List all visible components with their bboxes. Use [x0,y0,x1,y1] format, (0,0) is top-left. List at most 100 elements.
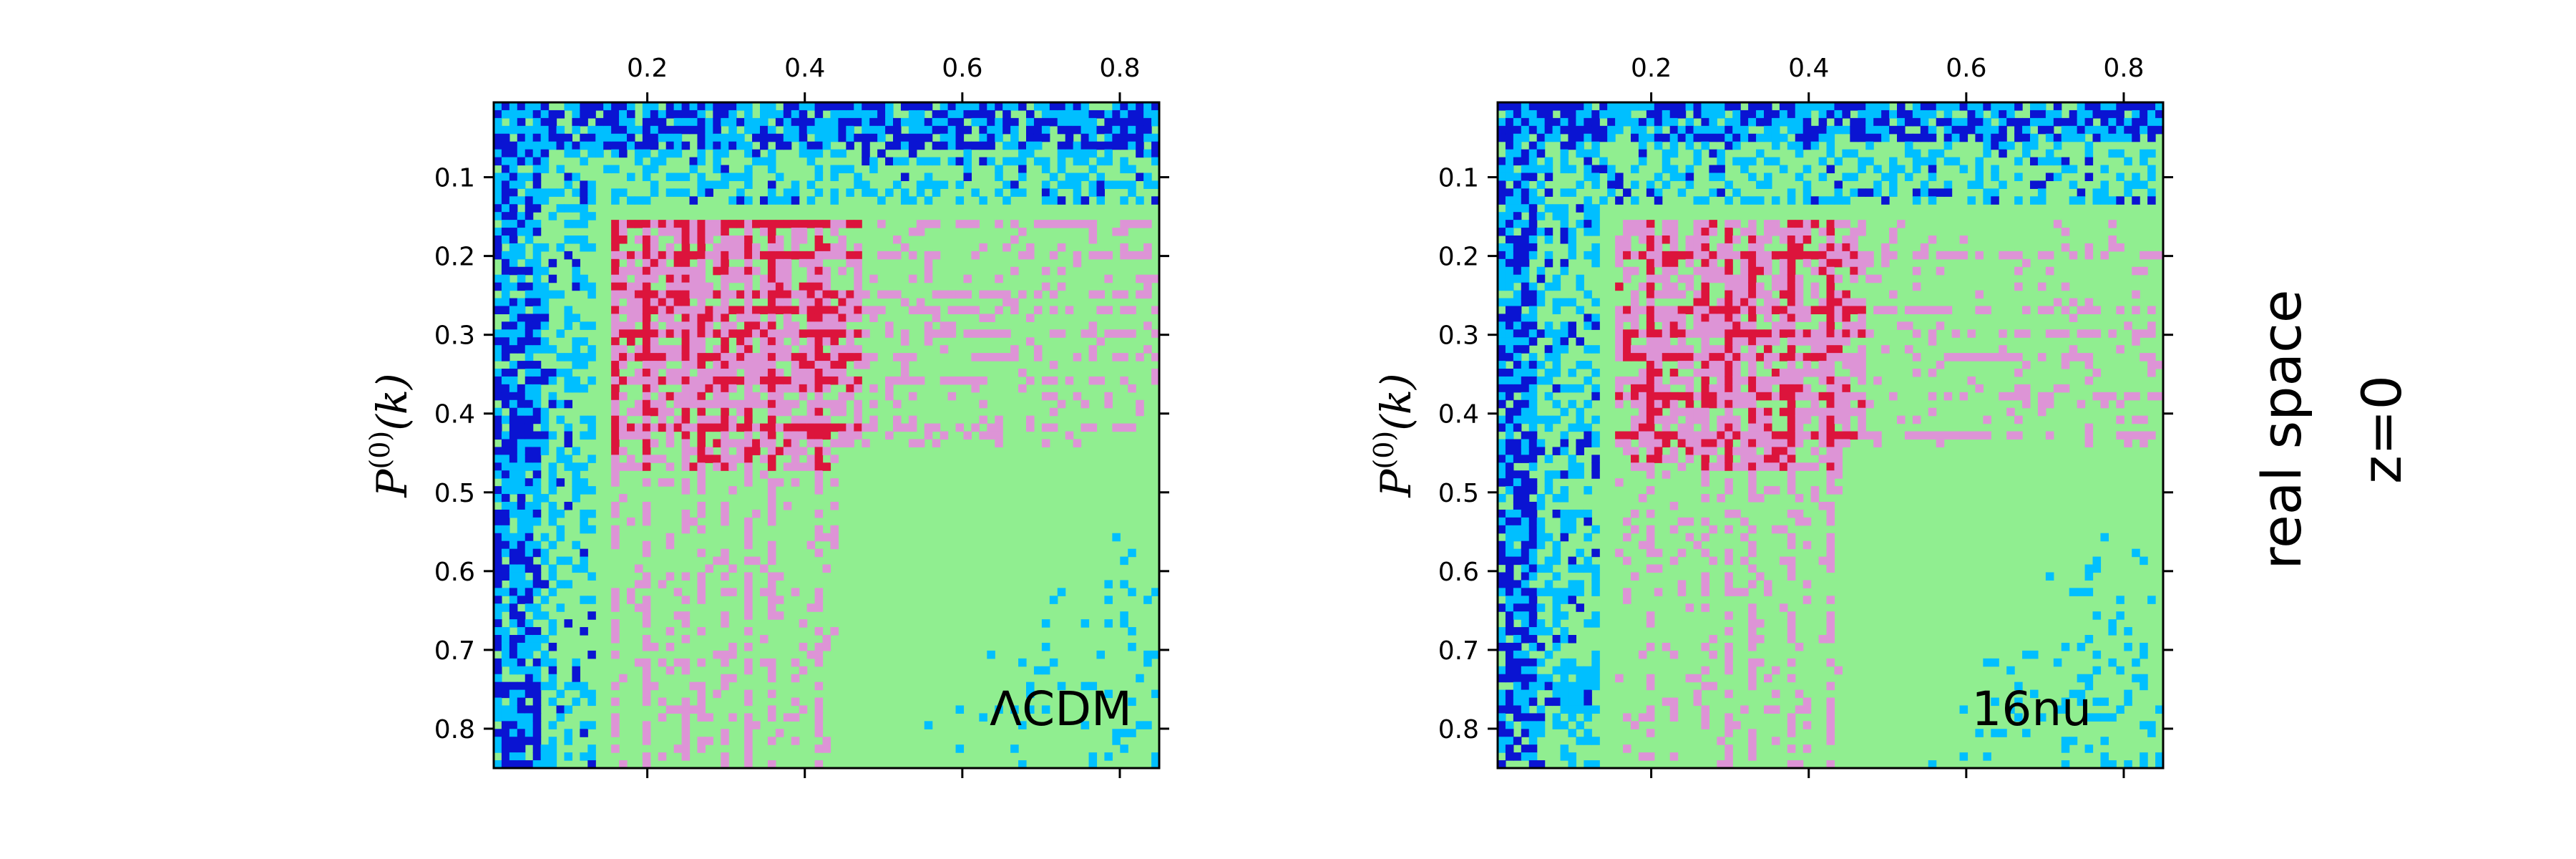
heatmap-cell [736,196,745,205]
heatmap-cell [697,407,706,417]
heatmap-cell [517,399,526,409]
heatmap-cell [532,548,542,558]
heatmap-cell [1724,627,1733,636]
heatmap-cell [572,345,580,354]
heatmap-cell [1943,141,1953,150]
heatmap-cell [1685,399,1694,409]
heatmap-cell [1779,266,1788,276]
heatmap-cell [705,353,713,361]
heatmap-cell [838,376,847,385]
heatmap-cell [1858,345,1866,354]
heatmap-cell [548,133,557,142]
heatmap-cell [650,399,659,409]
heatmap-cell [494,196,502,205]
heatmap-cell [1544,228,1553,236]
heatmap-cell [1505,580,1514,588]
heatmap-cell [744,243,753,252]
heatmap-cell [1654,117,1663,127]
heatmap-cell [814,110,824,119]
heatmap-cell [501,376,510,385]
heatmap-cell [1576,674,1584,683]
heatmap-cell [1521,689,1530,699]
heatmap-cell [501,572,510,581]
heatmap-cell [642,540,651,550]
heatmap-cell [705,290,713,299]
heatmap-cell [1065,102,1074,111]
heatmap-cell [1073,251,1082,260]
heatmap-cell [1756,494,1765,503]
heatmap-cell [1513,713,1522,722]
heatmap-cell [1991,165,1999,174]
heatmap-cell [681,353,691,361]
heatmap-cell [1709,345,1717,354]
heatmap-cell [1041,196,1050,205]
heatmap-cell [1552,689,1561,699]
y-tick-label: 0.5 [434,479,475,508]
heatmap-cell [611,141,620,150]
heatmap-cell [2077,399,2086,409]
heatmap-cell [900,196,909,205]
heatmap-cell [689,337,698,346]
heatmap-cell [1151,110,1160,119]
heatmap-cell [1080,141,1090,150]
heatmap-cell [1528,697,1538,707]
heatmap-cell [1513,236,1522,244]
heatmap-cell [642,243,651,252]
heatmap-cell [509,117,518,127]
heatmap-cell [1018,658,1027,667]
heatmap-cell [713,462,721,471]
heatmap-cell [1073,220,1082,228]
heatmap-cell [767,384,776,393]
heatmap-cell [1002,298,1011,307]
heatmap-cell [736,243,745,252]
heatmap-cell [1685,674,1694,683]
heatmap-cell [1544,133,1553,142]
heatmap-cell [791,447,800,455]
heatmap-cell [995,274,1003,283]
heatmap-cell [697,314,706,322]
heatmap-cell [1991,110,1999,119]
heatmap-cell [1779,353,1788,361]
heatmap-cell [1536,298,1546,307]
heatmap-cell [1143,274,1152,283]
heatmap-cell [1701,353,1710,361]
heatmap-cell [1560,110,1569,119]
heatmap-cell [1724,141,1733,150]
heatmap-cell [1748,603,1757,612]
heatmap-cell [1505,666,1514,675]
heatmap-cell [1528,681,1538,691]
heatmap-cell [1717,298,1725,307]
heatmap-cell [509,470,518,479]
heatmap-cell [627,266,635,276]
heatmap-cell [1591,314,1600,322]
heatmap-cell [1717,306,1725,315]
heatmap-cell [1654,384,1663,393]
heatmap-cell [1685,306,1694,315]
heatmap-cell [525,674,534,683]
heatmap-cell [775,258,784,268]
heatmap-cell [767,251,776,260]
heatmap-cell [532,314,542,322]
heatmap-cell [1842,439,1850,448]
heatmap-cell [1136,141,1144,150]
heatmap-cell [1521,274,1530,283]
heatmap-cell [572,266,580,276]
heatmap-cell [509,658,518,667]
heatmap-cell [1858,251,1866,260]
heatmap-cell [517,509,526,518]
heatmap-cell [1521,619,1530,628]
heatmap-cell [619,188,628,197]
heatmap-cell [1764,392,1772,401]
heatmap-cell [2006,251,2015,260]
heatmap-cell [799,236,808,244]
heatmap-cell [1536,196,1546,205]
heatmap-cell [1584,110,1592,119]
heatmap-cell [2045,306,2054,315]
heatmap-cell [799,306,808,315]
heatmap-cell [2061,117,2070,127]
heatmap-cell [767,478,776,487]
heatmap-cell [1787,439,1796,448]
heatmap-cell [494,517,502,526]
heatmap-cell [1498,737,1506,745]
